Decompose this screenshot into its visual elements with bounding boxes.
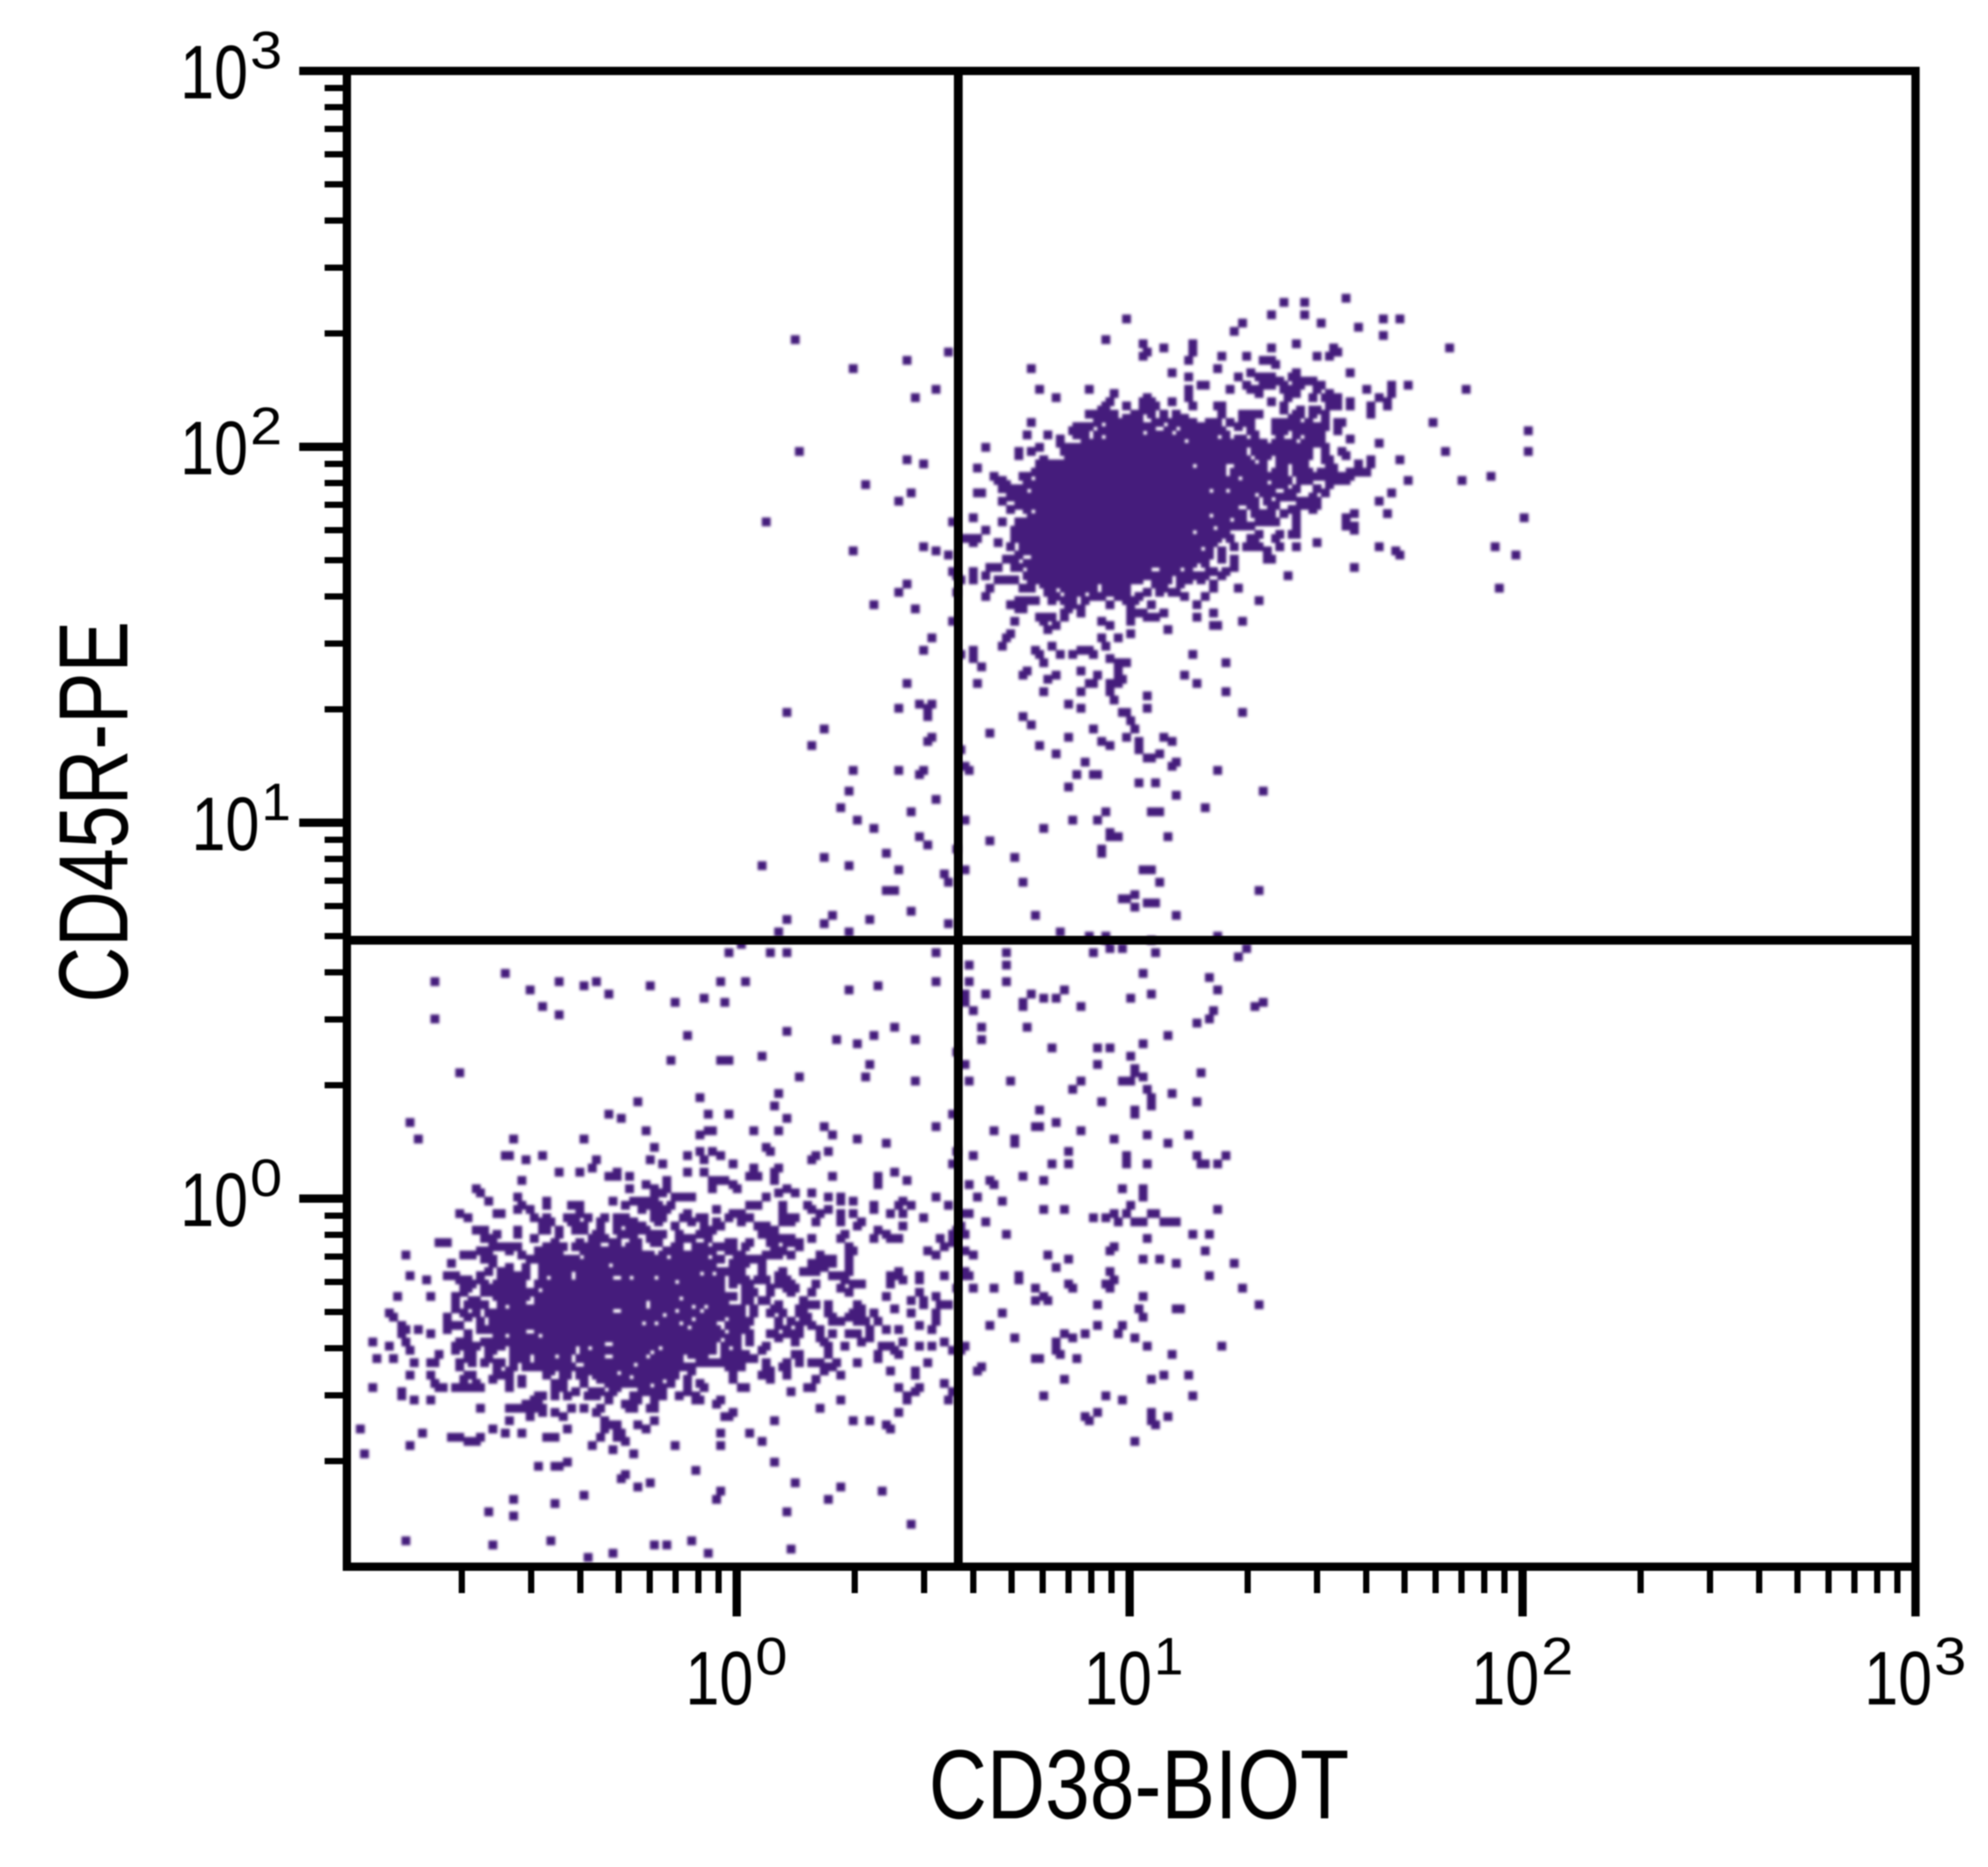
svg-text:0: 0 [755,1627,787,1686]
svg-text:0: 0 [250,1148,282,1207]
svg-text:2: 2 [250,397,282,456]
svg-text:10: 10 [1864,1636,1932,1721]
svg-text:1: 1 [1154,1627,1183,1686]
svg-text:3: 3 [250,21,282,80]
svg-text:CD45R-PE: CD45R-PE [39,621,149,1003]
svg-text:CD38-BIOT: CD38-BIOT [929,1730,1349,1840]
svg-text:1: 1 [261,772,291,832]
svg-text:10: 10 [180,406,248,491]
svg-text:10: 10 [180,1158,248,1243]
svg-text:10: 10 [180,30,248,115]
svg-text:10: 10 [685,1636,753,1721]
svg-text:10: 10 [1471,1636,1539,1721]
svg-text:10: 10 [1084,1636,1152,1721]
svg-text:2: 2 [1541,1627,1573,1686]
svg-text:10: 10 [192,782,259,867]
svg-text:3: 3 [1934,1627,1966,1686]
